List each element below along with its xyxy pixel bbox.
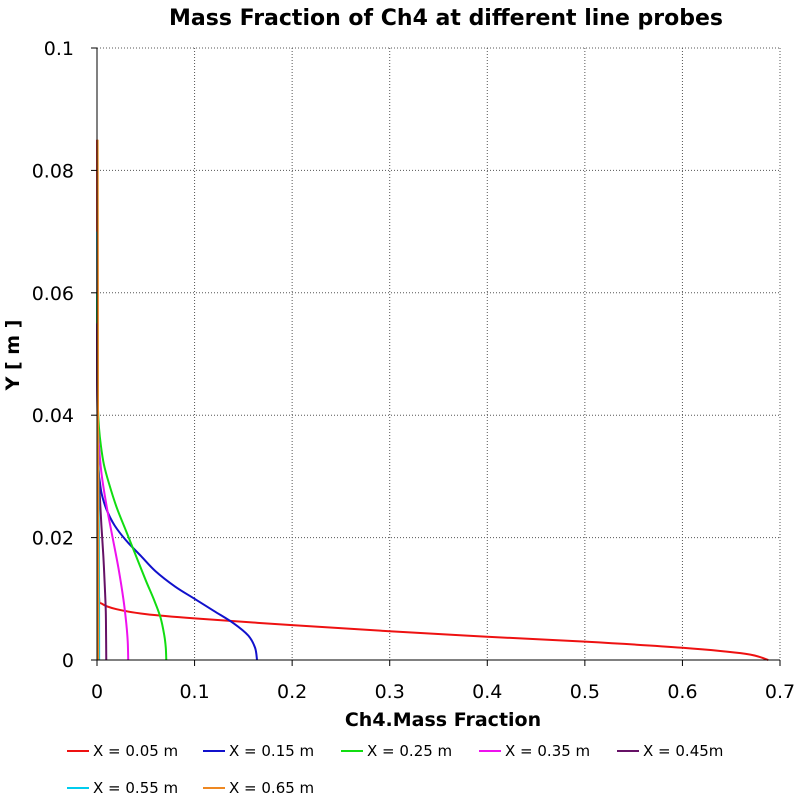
legend-label: X = 0.45m [643,742,723,760]
legend-label: X = 0.65 m [229,779,314,797]
grid-layer [97,47,781,660]
legend-label: X = 0.15 m [229,742,314,760]
legend-item: X = 0.15 m [203,742,314,760]
legend-item: X = 0.05 m [67,742,178,760]
x-tick-label: 0 [91,681,103,703]
y-tick-label: 0.1 [44,38,74,60]
x-tick-label: 0.2 [277,681,307,703]
legend-label: X = 0.55 m [93,779,178,797]
series-line-7 [96,139,100,661]
legend-item: X = 0.65 m [203,779,314,797]
x-tick-label: 0.1 [179,681,209,703]
y-tick-label: 0.08 [32,160,74,182]
legend-item: X = 0.35 m [479,742,590,760]
tick-label-layer: 0 0.1 0.2 0.3 0.4 0.5 0.6 0.7 0 0.02 0.04 0.06 0.08 0… [32,38,795,703]
y-tick-label: 0 [62,650,74,672]
y-tick-label: 0.04 [32,405,74,427]
axis-layer [91,47,781,666]
x-tick-label: 0.7 [765,681,795,703]
y-tick-label: 0.02 [32,528,74,550]
legend-item: X = 0.25 m [341,742,452,760]
legend-label: X = 0.05 m [93,742,178,760]
y-tick-label: 0.06 [32,283,74,305]
x-tick-label: 0.6 [667,681,697,703]
x-axis-label: Ch4.Mass Fraction [345,709,541,731]
x-tick-label: 0.4 [472,681,502,703]
chart-title: Mass Fraction of Ch4 at different line p… [169,6,723,31]
legend-item: X = 0.45m [617,742,723,760]
x-tick-label: 0.3 [375,681,405,703]
legend-label: X = 0.35 m [505,742,590,760]
legend: X = 0.05 m X = 0.15 m X = 0.25 m X = 0.35 m… [67,742,723,797]
x-tick-label: 0.5 [570,681,600,703]
legend-item: X = 0.55 m [67,779,178,797]
legend-label: X = 0.25 m [367,742,452,760]
y-axis-label: Y [ m ] [2,320,24,392]
